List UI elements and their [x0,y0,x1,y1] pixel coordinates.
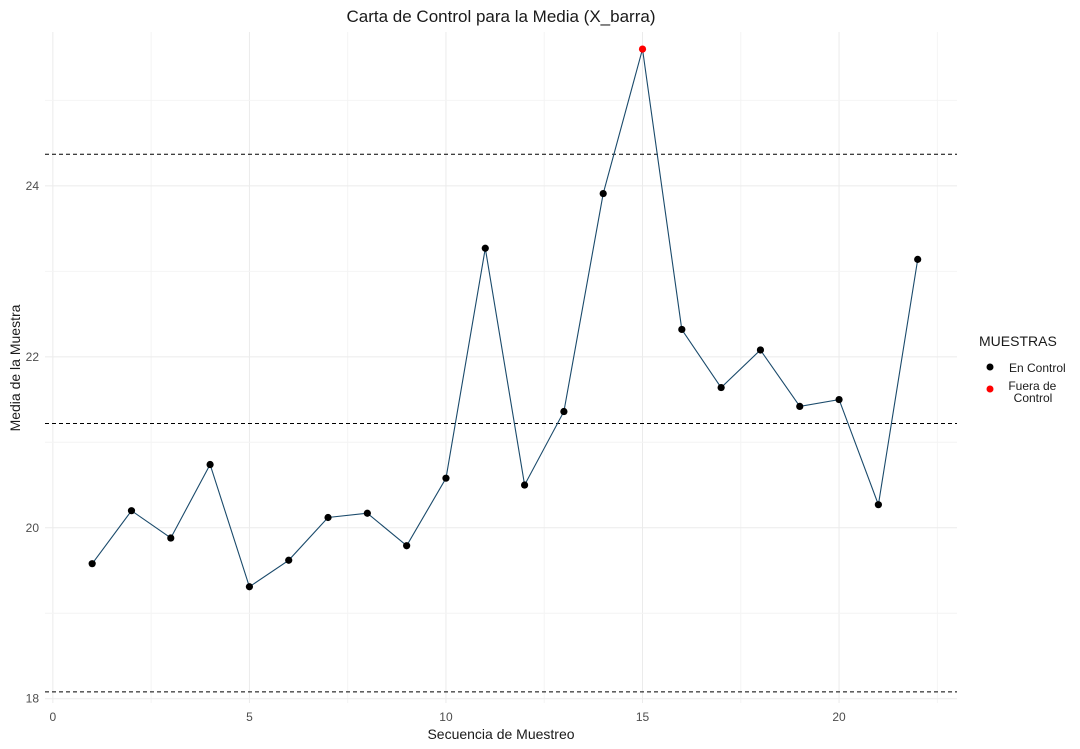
data-point-en-control [363,509,371,517]
legend-title: MUESTRAS [979,333,1057,349]
data-point-en-control [678,325,686,334]
data-point-en-control [324,513,332,522]
y-axis-ticks: 18 20 22 24 [26,179,40,706]
y-tick-label: 18 [26,692,40,706]
data-point-en-control [88,560,96,568]
data-point-en-control [442,474,450,482]
data-point-en-control [245,583,254,591]
data-point-en-control [403,542,411,550]
y-tick-label: 24 [26,179,40,193]
data-point-en-control [599,189,607,198]
data-point-fuera-de-control [638,45,647,53]
data-point-en-control [127,507,136,515]
x-tick-label: 20 [832,710,846,724]
data-points [88,45,922,591]
y-axis-label: Media de la Muestra [7,304,23,431]
legend-marker-fuera-de-control [986,385,994,393]
x-axis-ticks: 0 5 10 15 20 [50,710,847,724]
legend-marker-en-control [986,363,994,371]
control-limit-lines [45,153,957,693]
data-point-en-control [717,383,725,392]
x-tick-label: 5 [246,710,253,724]
data-point-en-control [167,534,175,542]
legend-label-en-control: En Control [1009,361,1066,375]
data-point-en-control [914,255,922,263]
x-tick-label: 0 [50,710,57,724]
legend: MUESTRAS En Control Fuera de Control [979,333,1066,405]
x-tick-label: 10 [439,710,453,724]
series-line [91,48,919,588]
x-tick-label: 15 [636,710,650,724]
data-point-en-control [481,244,489,252]
data-point-en-control [285,556,293,564]
chart-title: Carta de Control para la Media (X_barra) [347,7,656,26]
data-point-en-control [835,395,843,404]
grid [45,32,957,703]
legend-label-fuera-de-control: Fuera de Control [1008,379,1059,405]
data-point-en-control [560,407,568,416]
data-point-en-control [520,481,529,489]
data-point-en-control [206,460,214,469]
data-point-en-control [874,501,882,509]
y-tick-label: 22 [26,350,40,364]
data-point-en-control [796,402,804,410]
y-tick-label: 20 [26,521,40,535]
x-axis-label: Secuencia de Muestreo [427,726,574,742]
data-point-en-control [756,346,765,354]
series-line-path [91,48,919,588]
